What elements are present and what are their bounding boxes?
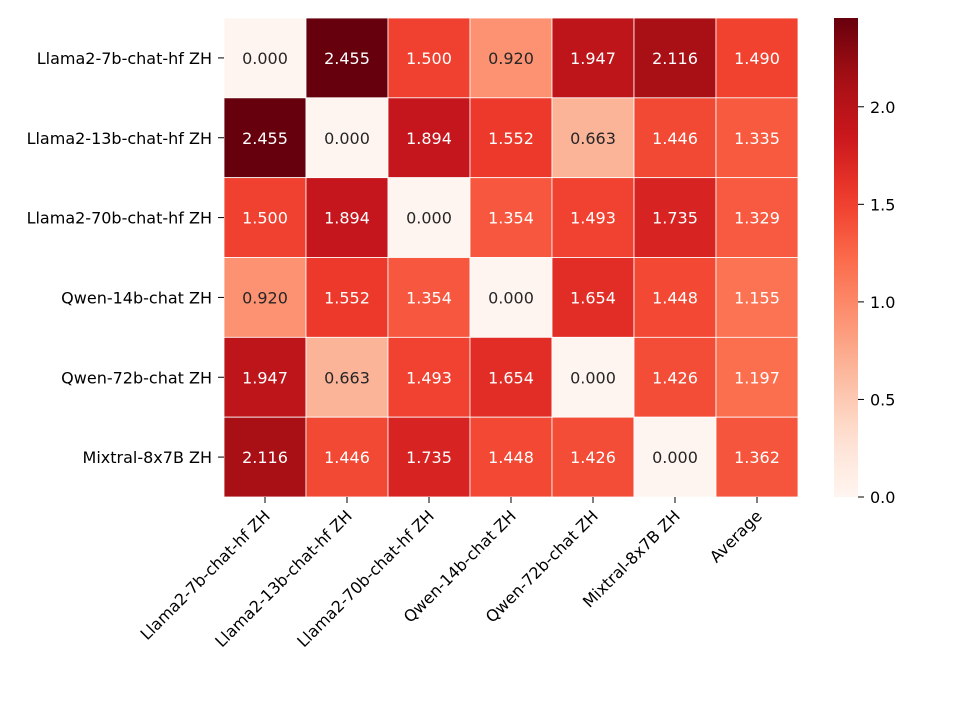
colorbar-tick-label: 2.0 — [870, 98, 895, 117]
heatmap-cell — [715, 97, 799, 179]
heatmap-cell — [715, 336, 799, 418]
cell-value-label: 1.155 — [734, 288, 780, 307]
heatmap-cell — [223, 336, 307, 418]
cell-value-label: 1.446 — [652, 129, 698, 148]
cell-value-label: 0.000 — [652, 448, 698, 467]
cell-value-label: 1.329 — [734, 209, 780, 228]
cell-value-label: 1.500 — [242, 209, 288, 228]
cell-value-label: 1.654 — [488, 368, 534, 387]
heatmap-cell — [633, 97, 717, 179]
heatmap-cell — [551, 177, 635, 258]
cell-value-label: 1.446 — [324, 448, 370, 467]
cell-value-label: 1.426 — [652, 368, 698, 387]
cell-value-label: 2.455 — [324, 49, 370, 68]
heatmap-cell — [387, 177, 471, 258]
cell-value-label: 1.500 — [406, 49, 452, 68]
colorbar-tick-label: 1.5 — [870, 195, 895, 214]
colorbar-tick-label: 0.5 — [870, 390, 895, 409]
colorbar-tick-label: 0.0 — [870, 488, 895, 507]
cell-value-label: 1.448 — [652, 288, 698, 307]
heatmap-cell — [223, 416, 307, 498]
heatmap-cell — [469, 17, 553, 99]
heatmap-cell — [715, 416, 799, 498]
heatmap-cell — [551, 416, 635, 498]
cell-value-label: 1.654 — [570, 288, 616, 307]
cell-value-label: 2.116 — [652, 49, 698, 68]
colorbar-tick-label: 1.0 — [870, 293, 895, 312]
heatmap-cell — [223, 17, 307, 99]
cell-value-label: 0.920 — [242, 288, 288, 307]
row-labels: Llama2-7b-chat-hf ZH Llama2-13b-chat-hf Z… — [27, 49, 224, 467]
row-label: Mixtral-8x7B ZH — [83, 448, 212, 467]
column-label: Llama2-7b-chat-hf ZH — [136, 506, 273, 643]
heatmap-cell — [469, 177, 553, 258]
cell-value-label: 0.000 — [570, 368, 616, 387]
column-label: Llama2-70b-chat-hf ZH — [293, 506, 438, 651]
heatmap-cell — [633, 177, 717, 258]
cell-value-label: 1.735 — [652, 209, 698, 228]
heatmap-cell — [551, 17, 635, 99]
cell-value-label: 0.663 — [570, 129, 616, 148]
cell-value-label: 1.552 — [488, 129, 534, 148]
cell-value-label: 0.663 — [324, 368, 370, 387]
cell-value-label: 0.920 — [488, 49, 534, 68]
colorbar-gradient — [834, 18, 858, 497]
heatmap-cell — [305, 177, 389, 258]
heatmap-cell — [387, 416, 471, 498]
cell-value-label: 1.493 — [570, 209, 616, 228]
row-label: Llama2-70b-chat-hf ZH — [27, 209, 212, 228]
cell-value-label: 2.116 — [242, 448, 288, 467]
cell-value-label: 1.448 — [488, 448, 534, 467]
heatmap-cell — [715, 257, 799, 338]
cell-value-label: 1.490 — [734, 49, 780, 68]
cell-value-label: 1.947 — [242, 368, 288, 387]
heatmap-cell — [633, 257, 717, 338]
row-label: Qwen-72b-chat ZH — [61, 368, 212, 387]
cell-value-label: 1.197 — [734, 368, 780, 387]
cell-value-label: 1.426 — [570, 448, 616, 467]
heatmap-cell — [387, 336, 471, 418]
heatmap-cell — [305, 257, 389, 338]
heatmap-cell — [223, 177, 307, 258]
cell-value-label: 1.552 — [324, 288, 370, 307]
cell-value-label: 1.894 — [324, 209, 370, 228]
cell-value-label: 0.000 — [406, 209, 452, 228]
row-label: Qwen-14b-chat ZH — [61, 288, 212, 307]
heatmap-cell — [223, 257, 307, 338]
cell-value-label: 1.947 — [570, 49, 616, 68]
cell-value-label: 1.335 — [734, 129, 780, 148]
cell-value-label: 2.455 — [242, 129, 288, 148]
cell-value-label: 1.354 — [406, 288, 452, 307]
column-label: Average — [706, 506, 766, 566]
heatmap-cell — [469, 257, 553, 338]
heatmap-cells: 0.000 2.455 1.500 0.920 1.947 2.116 1.490 2.455… — [223, 17, 799, 498]
cell-value-label: 1.735 — [406, 448, 452, 467]
heatmap-cell — [633, 17, 717, 99]
heatmap-cell — [469, 416, 553, 498]
cell-value-label: 1.493 — [406, 368, 452, 387]
heatmap-cell — [387, 97, 471, 179]
heatmap-cell — [305, 17, 389, 99]
column-label: Llama2-13b-chat-hf ZH — [211, 506, 356, 651]
cell-value-label: 0.000 — [242, 49, 288, 68]
row-label: Llama2-13b-chat-hf ZH — [27, 129, 212, 148]
colorbar: 0.0 0.5 1.0 1.5 2.0 — [834, 18, 895, 507]
row-label: Llama2-7b-chat-hf ZH — [37, 49, 212, 68]
heatmap-cell — [715, 177, 799, 258]
heatmap-cell — [305, 416, 389, 498]
cell-value-label: 0.000 — [488, 288, 534, 307]
cell-value-label: 1.354 — [488, 209, 534, 228]
heatmap-cell — [551, 97, 635, 179]
heatmap-cell — [387, 17, 471, 99]
cell-value-label: 1.362 — [734, 448, 780, 467]
cell-value-label: 0.000 — [324, 129, 370, 148]
cell-value-label: 1.894 — [406, 129, 452, 148]
